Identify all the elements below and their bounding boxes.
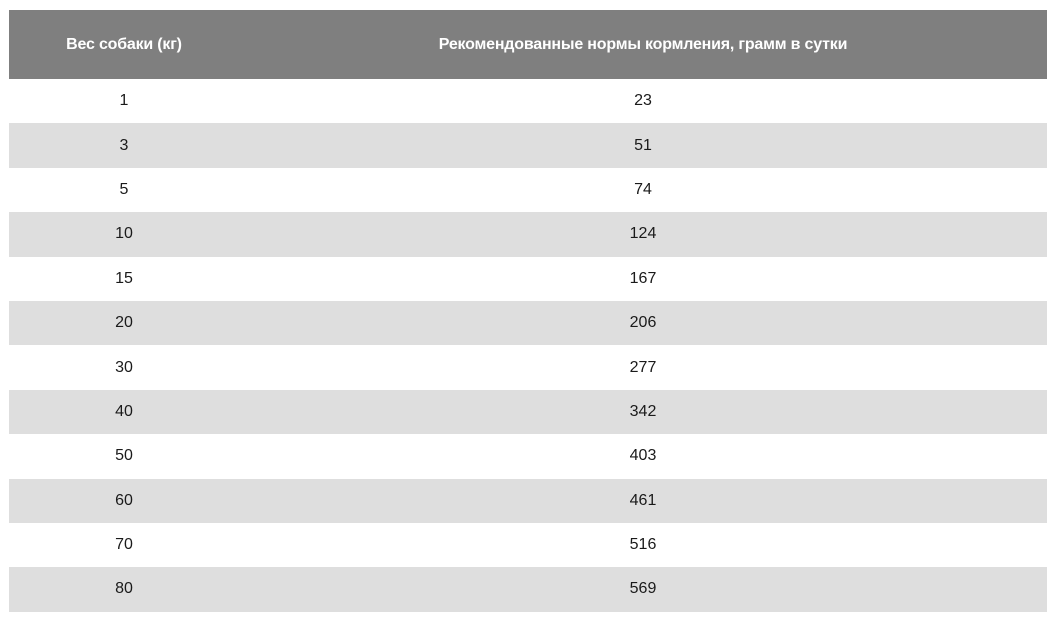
cell-grams: 342 (629, 402, 657, 420)
cell-weight: 50 (115, 447, 133, 465)
cell-grams: 23 (634, 92, 652, 110)
table-row: 60 461 (9, 478, 1047, 523)
cell-weight: 60 (115, 491, 133, 509)
table-body: 1 23 3 51 5 74 10 124 15 167 20 206 30 2… (9, 79, 1047, 612)
table-row: 15 167 (9, 257, 1047, 301)
cell-grams: 206 (629, 314, 657, 332)
cell-grams: 167 (629, 269, 657, 287)
table-row: 3 51 (9, 123, 1047, 168)
cell-grams: 461 (629, 491, 657, 509)
table-row: 50 403 (9, 434, 1047, 478)
table-header: Вес собаки (кг) Рекомендованные нормы ко… (9, 10, 1047, 79)
cell-weight: 80 (115, 580, 133, 598)
cell-weight: 70 (115, 536, 133, 554)
cell-grams: 403 (629, 447, 657, 465)
cell-grams: 51 (634, 136, 652, 154)
table-row: 5 74 (9, 168, 1047, 212)
cell-grams: 74 (634, 180, 652, 198)
cell-weight: 1 (119, 92, 129, 110)
table-row: 20 206 (9, 300, 1047, 346)
table-row: 70 516 (9, 523, 1047, 567)
cell-weight: 20 (115, 314, 133, 332)
table-row: 80 569 (9, 567, 1047, 612)
cell-weight: 30 (115, 358, 133, 376)
table-row: 40 342 (9, 389, 1047, 435)
table-row: 30 277 (9, 345, 1047, 389)
cell-grams: 516 (629, 536, 657, 554)
table-row: 10 124 (9, 212, 1047, 257)
header-weight: Вес собаки (кг) (66, 35, 182, 53)
cell-weight: 5 (119, 180, 129, 198)
feeding-table: Вес собаки (кг) Рекомендованные нормы ко… (9, 10, 1047, 612)
cell-weight: 15 (115, 269, 133, 287)
header-feeding-norm: Рекомендованные нормы кормления, грамм в… (438, 35, 848, 53)
cell-grams: 277 (629, 358, 657, 376)
cell-grams: 124 (629, 225, 657, 243)
cell-weight: 10 (115, 225, 133, 243)
cell-grams: 569 (629, 580, 657, 598)
table-row: 1 23 (9, 79, 1047, 123)
cell-weight: 40 (115, 402, 133, 420)
cell-weight: 3 (119, 136, 129, 154)
